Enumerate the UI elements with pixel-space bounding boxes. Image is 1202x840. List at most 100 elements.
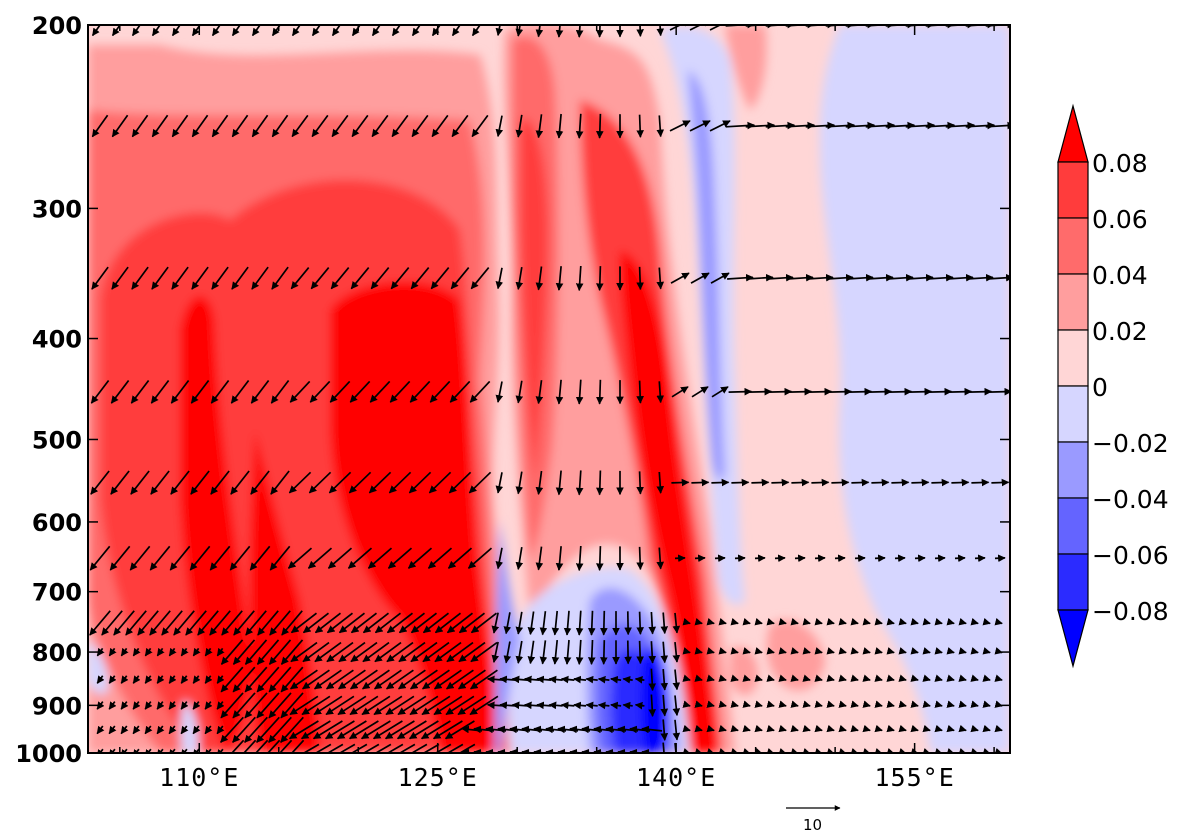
wind-vector-arrow <box>91 114 109 138</box>
wind-vector-arrow <box>672 612 681 634</box>
colorbar-swatch <box>1057 441 1089 499</box>
wind-vector-arrow <box>934 724 943 733</box>
wind-vector-arrow <box>190 470 210 495</box>
wind-vector-arrow <box>446 743 464 753</box>
wind-vector-arrow <box>596 470 604 496</box>
wind-vector-arrow <box>216 748 225 753</box>
wind-vector-arrow <box>597 701 610 710</box>
wind-vector-arrow <box>672 642 681 663</box>
wind-vector-arrow <box>535 546 544 571</box>
colorbar-tick-label: 0.02 <box>1092 317 1148 346</box>
wind-vector-arrow <box>495 115 504 138</box>
wind-vector-arrow <box>965 121 996 130</box>
wind-vector-arrow <box>216 701 225 710</box>
wind-vector-arrow <box>730 724 739 733</box>
wind-vector-arrow <box>96 647 105 657</box>
wind-vector-arrow <box>168 725 177 735</box>
wind-vector-arrow <box>790 724 799 733</box>
wind-vector-arrow <box>90 379 110 404</box>
wind-vector-arrow <box>587 610 596 636</box>
wind-vector-arrow <box>730 617 739 626</box>
wind-vector-arrow <box>838 647 847 655</box>
wind-vector-arrow <box>535 266 544 291</box>
colorbar-swatch <box>1057 385 1089 443</box>
wind-vector-arrow <box>575 379 584 405</box>
wind-vector-arrow <box>410 641 438 663</box>
wind-vector-arrow <box>373 669 402 690</box>
wind-vector-arrow <box>862 674 871 682</box>
wind-vector-arrow <box>211 25 222 37</box>
y-tick-label: 600 <box>32 509 82 537</box>
wind-vector-arrow <box>731 478 750 487</box>
wind-vector-arrow <box>249 545 271 571</box>
wind-vector-arrow <box>754 724 763 733</box>
wind-vector-arrow <box>790 617 799 626</box>
wind-vector-arrow <box>874 700 883 708</box>
wind-vector-arrow <box>108 675 117 684</box>
wind-vector-arrow <box>314 641 342 663</box>
wind-vector-arrow <box>326 743 344 753</box>
wind-vector-arrow <box>656 25 665 37</box>
wind-vector-arrow <box>575 470 584 496</box>
wind-vector-arrow <box>290 267 310 290</box>
wind-vector-arrow <box>471 25 482 37</box>
wind-vector-arrow <box>232 716 256 743</box>
wind-vector-arrow <box>216 647 225 657</box>
wind-vector-arrow <box>718 700 727 708</box>
wind-vector-arrow <box>280 639 304 665</box>
wind-vector-arrow <box>754 617 763 626</box>
wind-vector-arrow <box>768 387 793 396</box>
wind-vector-arrow <box>575 610 584 636</box>
wind-vector-arrow <box>871 478 890 487</box>
wind-vector-arrow <box>910 647 919 655</box>
wind-vector-arrow <box>914 554 926 563</box>
wind-vector-arrow <box>778 647 787 655</box>
wind-vector-arrow <box>256 666 280 693</box>
wind-vector-arrow <box>711 386 729 398</box>
wind-vector-arrow <box>862 724 871 733</box>
wind-vector-arrow <box>171 266 189 290</box>
wind-vector-arrow <box>730 700 739 708</box>
wind-vector-arrow <box>682 674 691 682</box>
wind-vector-arrow <box>362 612 390 634</box>
wind-vector-arrow <box>690 272 710 284</box>
y-tick-label: 1000 <box>15 740 82 768</box>
wind-vector-arrow <box>350 267 370 290</box>
x-tick-label: 140°E <box>636 763 716 792</box>
wind-vector-arrow <box>946 617 955 626</box>
wind-vector-arrow <box>409 669 438 690</box>
wind-vector-arrow <box>838 674 847 682</box>
wind-vector-arrow <box>457 669 486 690</box>
wind-vector-arrow <box>742 617 751 626</box>
wind-vector-arrow <box>171 25 182 37</box>
colorbar-tick-label: 0.04 <box>1092 261 1148 290</box>
wind-vector-arrow <box>451 114 469 138</box>
wind-vector-arrow <box>369 380 391 403</box>
wind-vector-arrow <box>314 612 342 634</box>
wind-vector-arrow <box>389 380 411 403</box>
wind-vector-arrow <box>309 380 331 403</box>
wind-vector-arrow <box>314 743 332 753</box>
wind-vector-arrow <box>788 387 813 396</box>
wind-vector-arrow <box>256 692 280 719</box>
wind-vector-arrow <box>742 700 751 708</box>
colorbar-extend-max <box>1057 103 1089 163</box>
wind-vector-arrow <box>388 471 412 494</box>
wind-vector-arrow <box>242 739 257 753</box>
wind-vector-arrow <box>271 266 289 290</box>
wind-vector-arrow <box>694 700 703 708</box>
wind-vector-arrow <box>622 675 633 684</box>
wind-vector-arrow <box>271 25 282 37</box>
wind-vector-arrow <box>149 610 171 636</box>
wind-vector-arrow <box>805 121 836 130</box>
wind-vector-arrow <box>331 114 349 138</box>
wind-vector-arrow <box>169 545 191 571</box>
wind-vector-arrow <box>636 266 644 291</box>
wind-vector-arrow <box>371 114 389 138</box>
wind-vector-arrow <box>656 547 665 570</box>
wind-vector-arrow <box>96 675 105 684</box>
wind-vector-arrow <box>256 639 280 665</box>
wind-vector-arrow <box>301 695 331 716</box>
wind-vector-arrow <box>289 380 311 403</box>
wind-vector-arrow <box>503 612 512 635</box>
